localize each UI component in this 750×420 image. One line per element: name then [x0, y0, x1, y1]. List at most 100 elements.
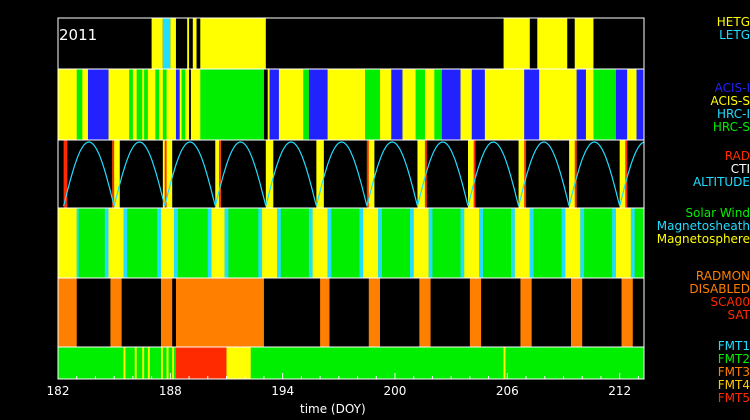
radmon-segment	[621, 278, 633, 347]
environment-segment	[409, 208, 414, 278]
instrument-segment	[76, 69, 83, 140]
radiation-segment	[518, 140, 527, 208]
format-segment	[172, 347, 175, 379]
format-legend: FMT1 FMT2 FMT3 FMT4 FMT5	[600, 340, 750, 405]
legend-entry: Magnetosheath	[656, 219, 750, 233]
instrument-segment	[263, 69, 268, 140]
x-tick-label: 200	[383, 384, 407, 398]
radiation-segment	[316, 140, 324, 208]
radmon-segment	[570, 278, 583, 347]
environment-segment	[428, 208, 433, 278]
radiation-segment	[112, 140, 120, 208]
x-tick-label: 194	[271, 384, 295, 398]
environment-segment	[460, 208, 465, 278]
grating-segment	[200, 18, 266, 69]
instrument-segment	[434, 69, 442, 140]
instrument-segment	[200, 69, 264, 140]
year-label: 2011	[59, 26, 98, 44]
environment-segment	[630, 208, 635, 278]
environment-legend: Solar Wind Magnetosheath Magnetosphere	[600, 207, 750, 246]
environment-segment	[108, 208, 124, 278]
grating-segment	[574, 18, 594, 69]
environment-segment	[479, 208, 483, 278]
x-tick-label: 188	[158, 384, 182, 398]
legend-entry: ACIS-S	[710, 94, 750, 108]
environment-panel-background	[58, 208, 644, 278]
instrument-segment	[471, 69, 485, 140]
legend-entry: ACIS-I	[714, 81, 750, 95]
legend-entry: CTI	[730, 162, 750, 176]
environment-segment	[612, 208, 616, 278]
instrument-segment	[189, 69, 191, 140]
format-segment	[250, 347, 255, 379]
grating-segment	[192, 18, 197, 69]
instrument-segment	[87, 69, 109, 140]
environment-segment	[207, 208, 212, 278]
environment-segment	[378, 208, 382, 278]
environment-segment	[174, 208, 178, 278]
x-tick-label: 182	[46, 384, 70, 398]
radiation-segment	[63, 140, 68, 208]
legend-entry: FMT5	[717, 391, 750, 405]
legend-entry: HRC-I	[716, 107, 750, 121]
environment-segment	[565, 208, 581, 278]
environment-segment	[58, 208, 77, 278]
radiation-segment	[524, 140, 527, 208]
legend-entry: FMT4	[717, 378, 750, 392]
legend-entry: RAD	[724, 149, 750, 163]
environment-segment	[511, 208, 515, 278]
legend-entry: SCA00	[710, 295, 750, 309]
radiation-segment	[574, 140, 577, 208]
environment-segment	[104, 208, 109, 278]
grating-segment	[170, 18, 176, 69]
environment-segment	[359, 208, 364, 278]
instrument-segment	[136, 69, 143, 140]
radmon-segment	[469, 278, 482, 347]
format-segment	[142, 347, 145, 379]
environment-segment	[123, 208, 128, 278]
legend-entry: FMT3	[717, 365, 750, 379]
grating-segment	[187, 18, 190, 69]
instrument-segment	[441, 69, 461, 140]
instrument-segment	[636, 69, 644, 140]
legend-entry: HRC-S	[712, 120, 750, 134]
x-tick-label: 212	[608, 384, 632, 398]
radmon-legend: RADMON DISABLED SCA00 SAT	[600, 270, 750, 322]
legend-entry: RADMON	[695, 269, 750, 283]
environment-segment	[363, 208, 379, 278]
legend-entry: DISABLED	[689, 282, 750, 296]
format-segment	[160, 347, 163, 379]
radmon-segment	[320, 278, 330, 347]
radiation-panel-background	[58, 140, 644, 208]
grating-legend: HETG LETG	[600, 16, 750, 42]
environment-segment	[160, 208, 175, 278]
format-segment	[175, 347, 227, 379]
grating-segment	[537, 18, 568, 69]
radiation-segment	[366, 140, 369, 208]
environment-segment	[464, 208, 480, 278]
altitude-curve	[63, 141, 644, 207]
instrument-segment	[155, 69, 160, 140]
environment-segment	[615, 208, 631, 278]
environment-segment	[580, 208, 585, 278]
legend-entry: FMT1	[717, 339, 750, 353]
environment-segment	[211, 208, 225, 278]
radiation-segment	[265, 140, 274, 208]
grating-segment	[162, 18, 171, 69]
instrument-segment	[415, 69, 425, 140]
radiation-segment	[473, 140, 476, 208]
format-segment	[503, 347, 506, 379]
instrument-segment	[365, 69, 381, 140]
instrument-segment	[303, 69, 309, 140]
radiation-segment	[468, 140, 476, 208]
environment-segment	[258, 208, 263, 278]
instrument-legend: ACIS-I ACIS-S HRC-I HRC-S	[600, 82, 750, 134]
radiation-segment	[215, 140, 221, 208]
radiation-segment	[417, 140, 425, 208]
radmon-segment	[419, 278, 431, 347]
format-panel-background	[58, 347, 644, 379]
instrument-segment	[524, 69, 540, 140]
environment-segment	[308, 208, 313, 278]
radmon-segment	[110, 278, 122, 347]
